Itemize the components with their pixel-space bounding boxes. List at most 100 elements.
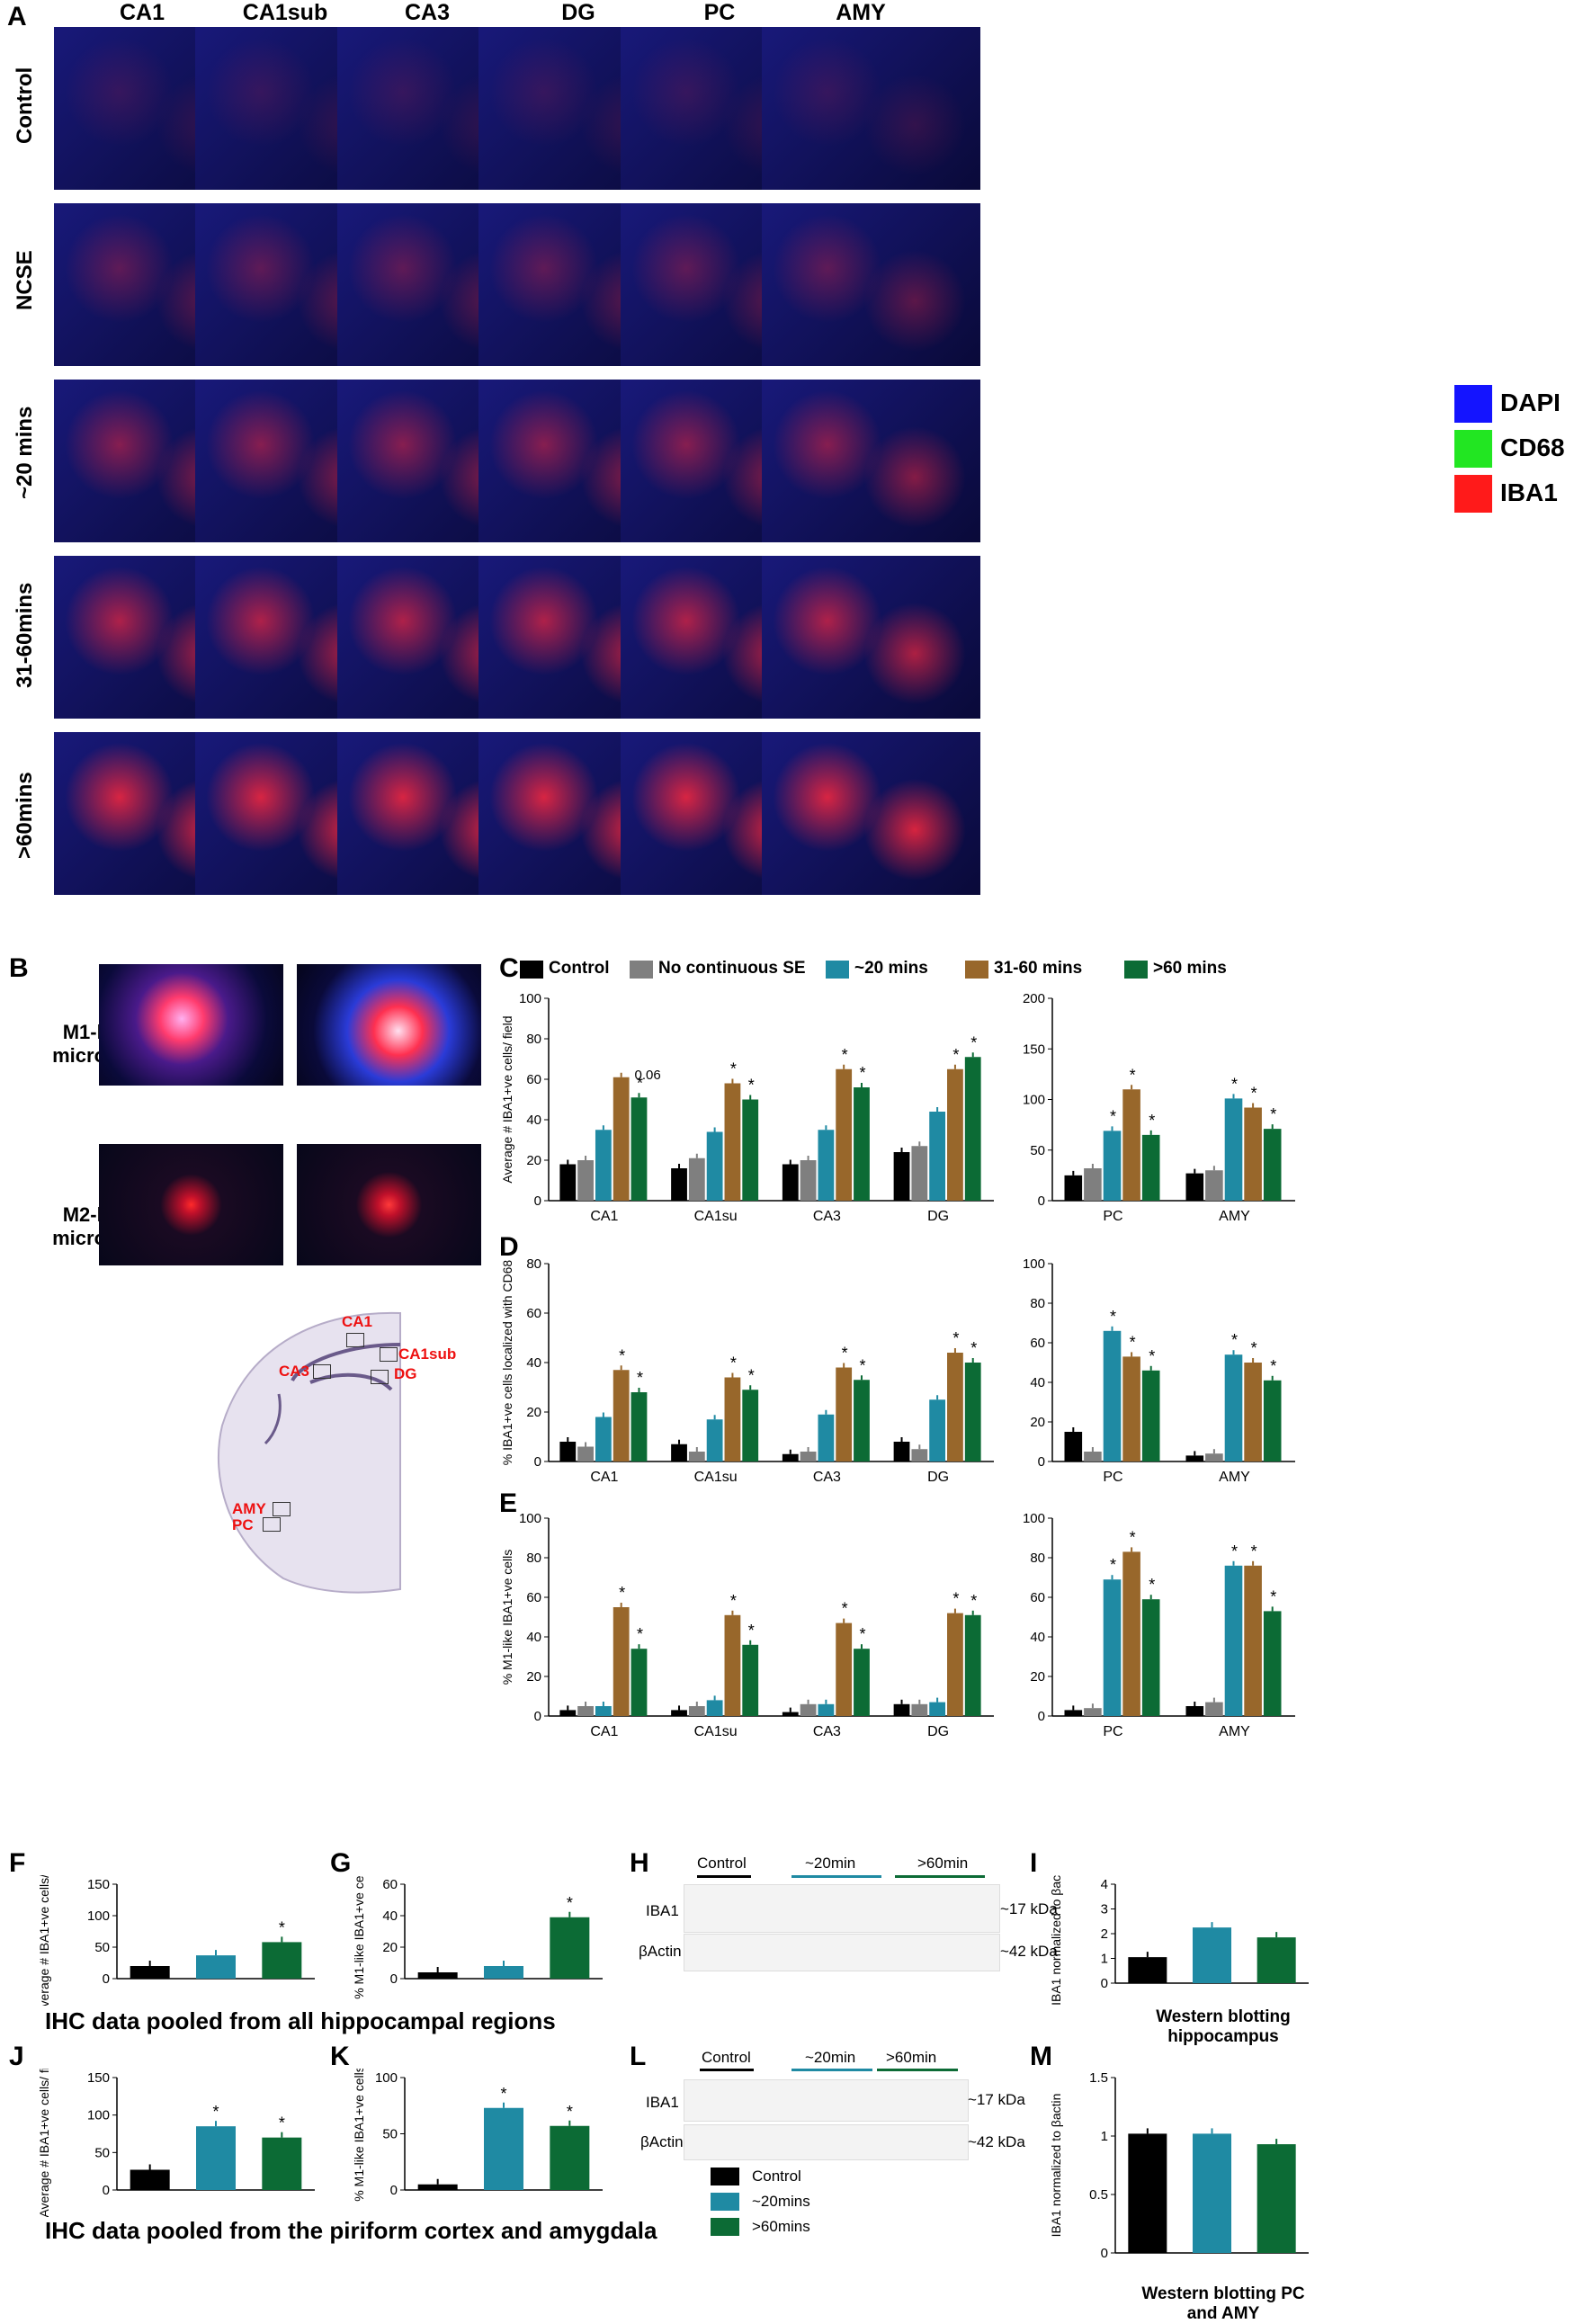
panel-letter-j: J bbox=[9, 2042, 24, 2071]
category-label: CA3 bbox=[813, 1209, 841, 1224]
significance-star: * bbox=[619, 1584, 625, 1602]
column-header-ca1sub: CA1sub bbox=[242, 0, 328, 25]
bar bbox=[1263, 1129, 1282, 1201]
y-axis-label: % IBA1+ve cells localized with CD68 bbox=[500, 1260, 514, 1466]
bar bbox=[262, 2137, 302, 2190]
y-axis-label: % M1-like IBA1+ve cells bbox=[352, 1875, 366, 1999]
bar bbox=[613, 1370, 630, 1461]
y-tick-label: 100 bbox=[519, 1511, 541, 1526]
blot-h-row-bactin: βActin bbox=[639, 1943, 682, 1960]
bar bbox=[559, 1442, 577, 1461]
bar bbox=[196, 1955, 236, 1979]
y-tick-label: 150 bbox=[87, 2070, 110, 2086]
y-tick-label: 0 bbox=[534, 1454, 541, 1470]
y-tick-label: 0 bbox=[534, 1193, 541, 1209]
bar bbox=[1122, 1356, 1140, 1461]
category-label: DG bbox=[927, 1209, 949, 1224]
blot-h-line-control bbox=[697, 1875, 751, 1878]
y-tick-label: 40 bbox=[526, 1355, 541, 1371]
legend-c-label-1: No continuous SE bbox=[658, 959, 806, 978]
brain-box-pc bbox=[263, 1517, 281, 1532]
bar bbox=[1064, 1710, 1083, 1716]
bar bbox=[1084, 1168, 1102, 1201]
brain-box-dg bbox=[371, 1370, 389, 1384]
row-header-20mins: ~20 mins bbox=[13, 406, 37, 499]
y-tick-label: 50 bbox=[1030, 1143, 1045, 1158]
bar bbox=[724, 1614, 741, 1716]
significance-star: * bbox=[1231, 1331, 1238, 1349]
chart-c-right: 0 50 100 150 200 * * * PC * * * AMY bbox=[1023, 991, 1295, 1224]
bar bbox=[1185, 1455, 1204, 1461]
bar bbox=[1205, 1702, 1223, 1716]
bar bbox=[1193, 1927, 1231, 1983]
bar bbox=[130, 1966, 170, 1979]
bar bbox=[671, 1444, 687, 1461]
bar bbox=[630, 1392, 648, 1461]
brain-box-ca1sub bbox=[380, 1347, 398, 1362]
bar bbox=[1122, 1089, 1140, 1201]
brain-label-ca1sub: CA1sub bbox=[398, 1345, 457, 1363]
bar bbox=[1128, 2133, 1167, 2253]
y-tick-label: 60 bbox=[382, 1877, 398, 1892]
bar bbox=[262, 1942, 302, 1979]
micrograph-1-5 bbox=[762, 203, 980, 366]
legend-swatch-cd68 bbox=[1454, 430, 1492, 468]
category-label: CA1su bbox=[694, 1724, 738, 1739]
legend-c-label-2: ~20 mins bbox=[854, 959, 928, 978]
y-tick-label: 100 bbox=[1023, 1093, 1045, 1108]
chart-f: 0 50 100 150 Average # IBA1+ve cells/ field * bbox=[37, 1875, 315, 2006]
significance-star: * bbox=[1251, 1085, 1257, 1103]
bar bbox=[800, 1703, 817, 1716]
bar bbox=[964, 1057, 981, 1201]
y-tick-label: 20 bbox=[382, 1940, 398, 1955]
significance-star: * bbox=[970, 1592, 977, 1610]
y-tick-label: 40 bbox=[1030, 1630, 1045, 1645]
bar bbox=[550, 1917, 590, 1979]
y-tick-label: 100 bbox=[87, 1908, 110, 1924]
bar bbox=[688, 1706, 705, 1716]
bar bbox=[1244, 1565, 1262, 1716]
bar bbox=[1244, 1107, 1262, 1201]
bar bbox=[1257, 2144, 1296, 2253]
bar bbox=[1244, 1363, 1262, 1461]
bar bbox=[911, 1449, 928, 1461]
legend-swatch-iba1 bbox=[1454, 475, 1492, 513]
significance-star: * bbox=[1231, 1075, 1238, 1093]
chart-d-left: 0 20 40 60 80 % IBA1+ve cells localized with … bbox=[500, 1256, 994, 1485]
bar bbox=[484, 2107, 523, 2190]
significance-star: * bbox=[1110, 1556, 1116, 1574]
bar bbox=[1084, 1708, 1102, 1716]
chart-g: 0 20 40 60 % M1-like IBA1+ve cells * bbox=[352, 1875, 603, 1999]
chart-c-left: 0 20 40 60 80 100 Average # IBA1+ve cells/ fie… bbox=[500, 991, 994, 1224]
bar bbox=[595, 1706, 612, 1716]
y-tick-label: 100 bbox=[1023, 1256, 1045, 1272]
bar bbox=[706, 1700, 723, 1716]
legend-label-dapi: DAPI bbox=[1500, 389, 1561, 416]
significance-star: * bbox=[859, 1625, 865, 1643]
blot-l-line-60min bbox=[877, 2069, 958, 2071]
bar bbox=[893, 1152, 910, 1201]
bar bbox=[836, 1068, 853, 1201]
category-label: AMY bbox=[1219, 1724, 1250, 1739]
bar bbox=[1103, 1579, 1122, 1716]
significance-star: * bbox=[1270, 1587, 1276, 1605]
bar bbox=[800, 1452, 817, 1461]
legend-c-label-3: 31-60 mins bbox=[994, 959, 1083, 978]
bar bbox=[1205, 1170, 1223, 1201]
panel-letter-l: L bbox=[630, 2042, 647, 2071]
brain-label-amy: AMY bbox=[232, 1500, 266, 1517]
y-tick-label: 100 bbox=[519, 991, 541, 1006]
panel-letter-k: K bbox=[330, 2042, 350, 2071]
bar bbox=[1141, 1370, 1160, 1461]
blot-l-actin-strip bbox=[684, 2124, 969, 2160]
blot-l-row-bactin: βActin bbox=[640, 2133, 684, 2150]
category-label: CA1 bbox=[590, 1470, 618, 1485]
bar bbox=[1224, 1098, 1243, 1201]
panel-letter-d: D bbox=[499, 1232, 519, 1262]
significance-star: * bbox=[1149, 1112, 1155, 1130]
chart-k: 0 50 100 % M1-like IBA1+ve cells * * bbox=[352, 2069, 603, 2202]
bar bbox=[1193, 2133, 1231, 2253]
bar bbox=[595, 1417, 612, 1461]
legend-c-label-0: Control bbox=[549, 959, 610, 978]
bar bbox=[911, 1146, 928, 1201]
